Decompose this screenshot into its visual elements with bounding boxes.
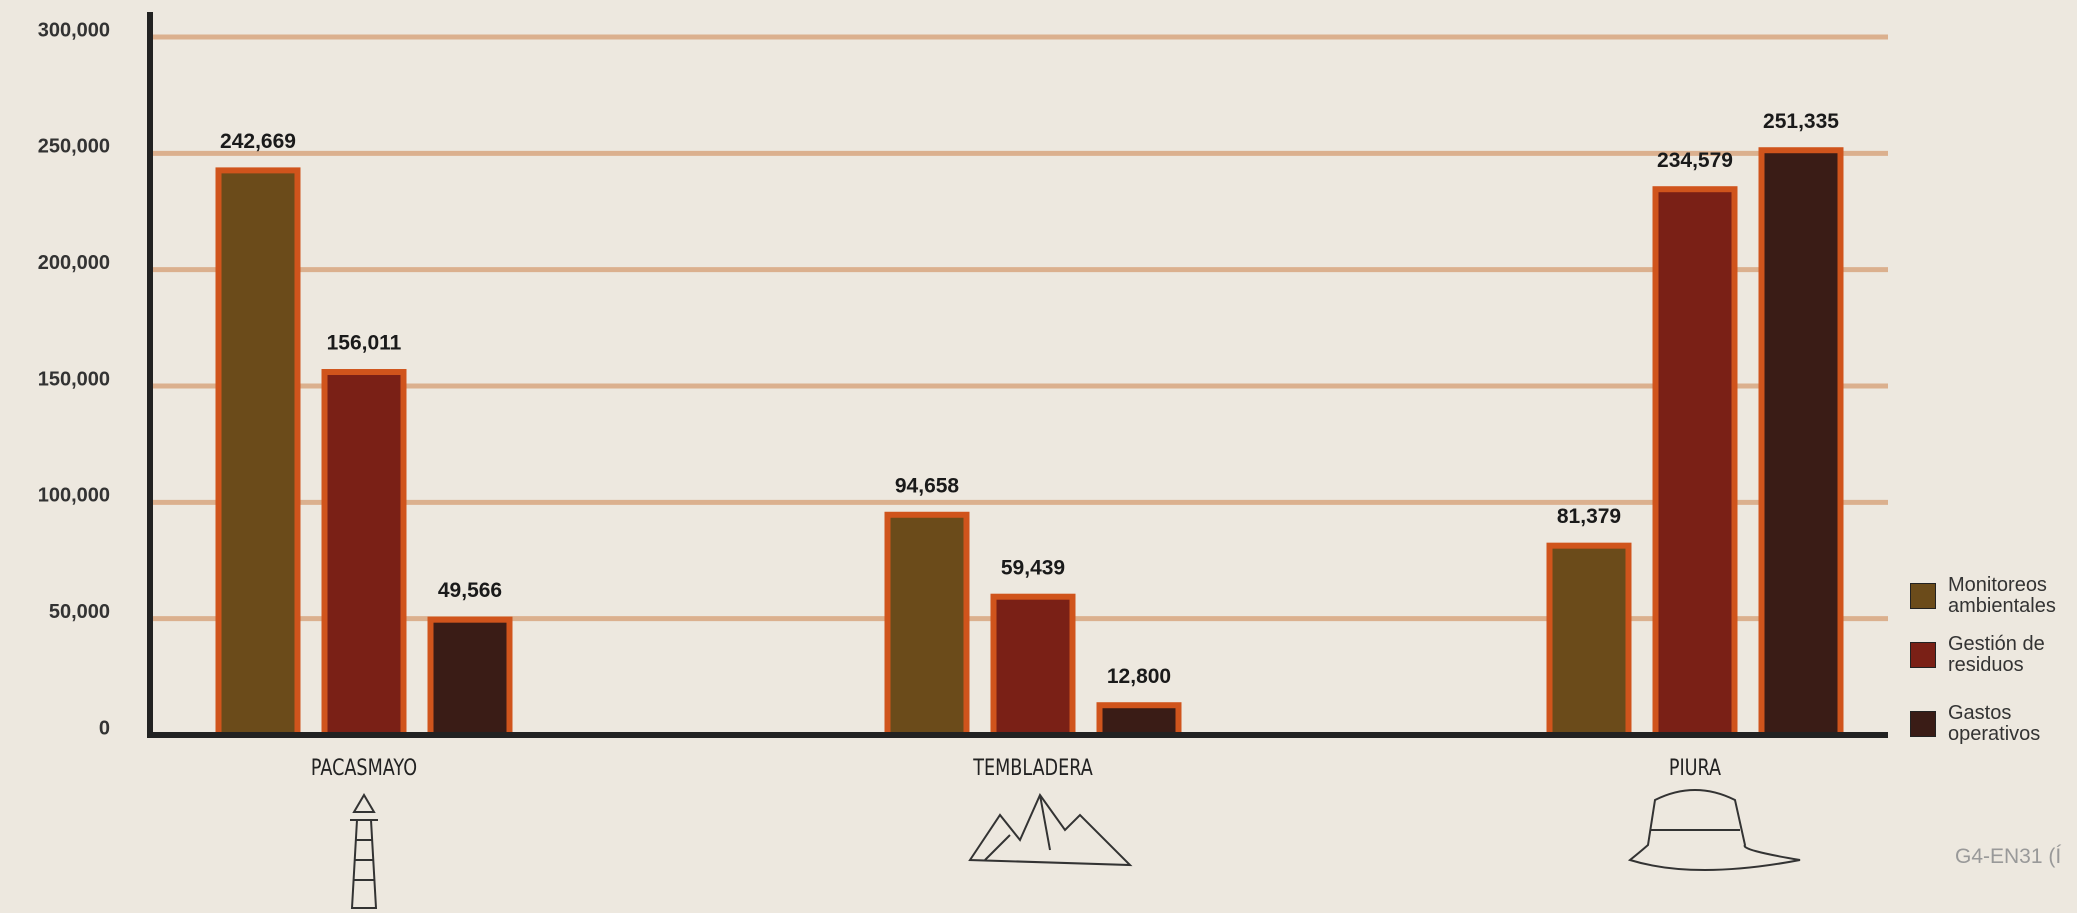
data-label: 234,579 (1657, 149, 1733, 172)
legend-item: Gestión de residuos (1910, 634, 2068, 676)
icons (350, 789, 1801, 909)
legend-swatch (1910, 642, 1936, 668)
y-tick-label: 250,000 (38, 136, 110, 158)
data-label: 242,669 (220, 130, 296, 153)
y-tick-label: 150,000 (38, 368, 110, 390)
data-label: 81,379 (1557, 505, 1621, 528)
data-label: 59,439 (1001, 556, 1065, 579)
y-tick-label: 0 (99, 717, 110, 739)
data-label: 94,658 (895, 474, 960, 497)
data-label: 251,335 (1763, 110, 1839, 133)
x-tick-label: TEMBLADERA (972, 755, 1093, 780)
bar (1546, 542, 1632, 739)
y-tick-label: 200,000 (38, 252, 110, 274)
legend-label: Gestión de residuos (1948, 633, 2045, 676)
bar (990, 593, 1076, 738)
note: G4-EN31 (Í (1955, 845, 2062, 868)
bar (427, 616, 513, 739)
bar (215, 167, 301, 738)
bar (1096, 702, 1182, 739)
hat-icon (1627, 789, 1801, 871)
legend-label: Gastos operativos (1948, 702, 2041, 745)
legend-item: Gastos operativos (1910, 703, 2068, 745)
mountain-icon (968, 792, 1133, 867)
legend-swatch (1910, 583, 1936, 609)
bar (1652, 186, 1738, 739)
legend-label: Monitoreos ambientales (1948, 574, 2056, 617)
bar (1758, 147, 1844, 738)
data-label: 49,566 (438, 579, 502, 602)
bar (884, 511, 970, 738)
y-tick-label: 300,000 (38, 19, 110, 41)
bar (321, 369, 407, 738)
y-tick-label: 100,000 (38, 485, 110, 507)
lighthouse-icon (350, 793, 378, 909)
data-label: 12,800 (1107, 665, 1171, 688)
legend-swatch (1910, 711, 1936, 737)
x-tick-label: PIURA (1669, 755, 1722, 780)
data-label: 156,011 (327, 332, 402, 355)
legend-item: Monitoreos ambientales (1910, 575, 2068, 617)
x-tick-label: PACASMAYO (311, 755, 417, 780)
y-tick-label: 50,000 (49, 601, 110, 623)
